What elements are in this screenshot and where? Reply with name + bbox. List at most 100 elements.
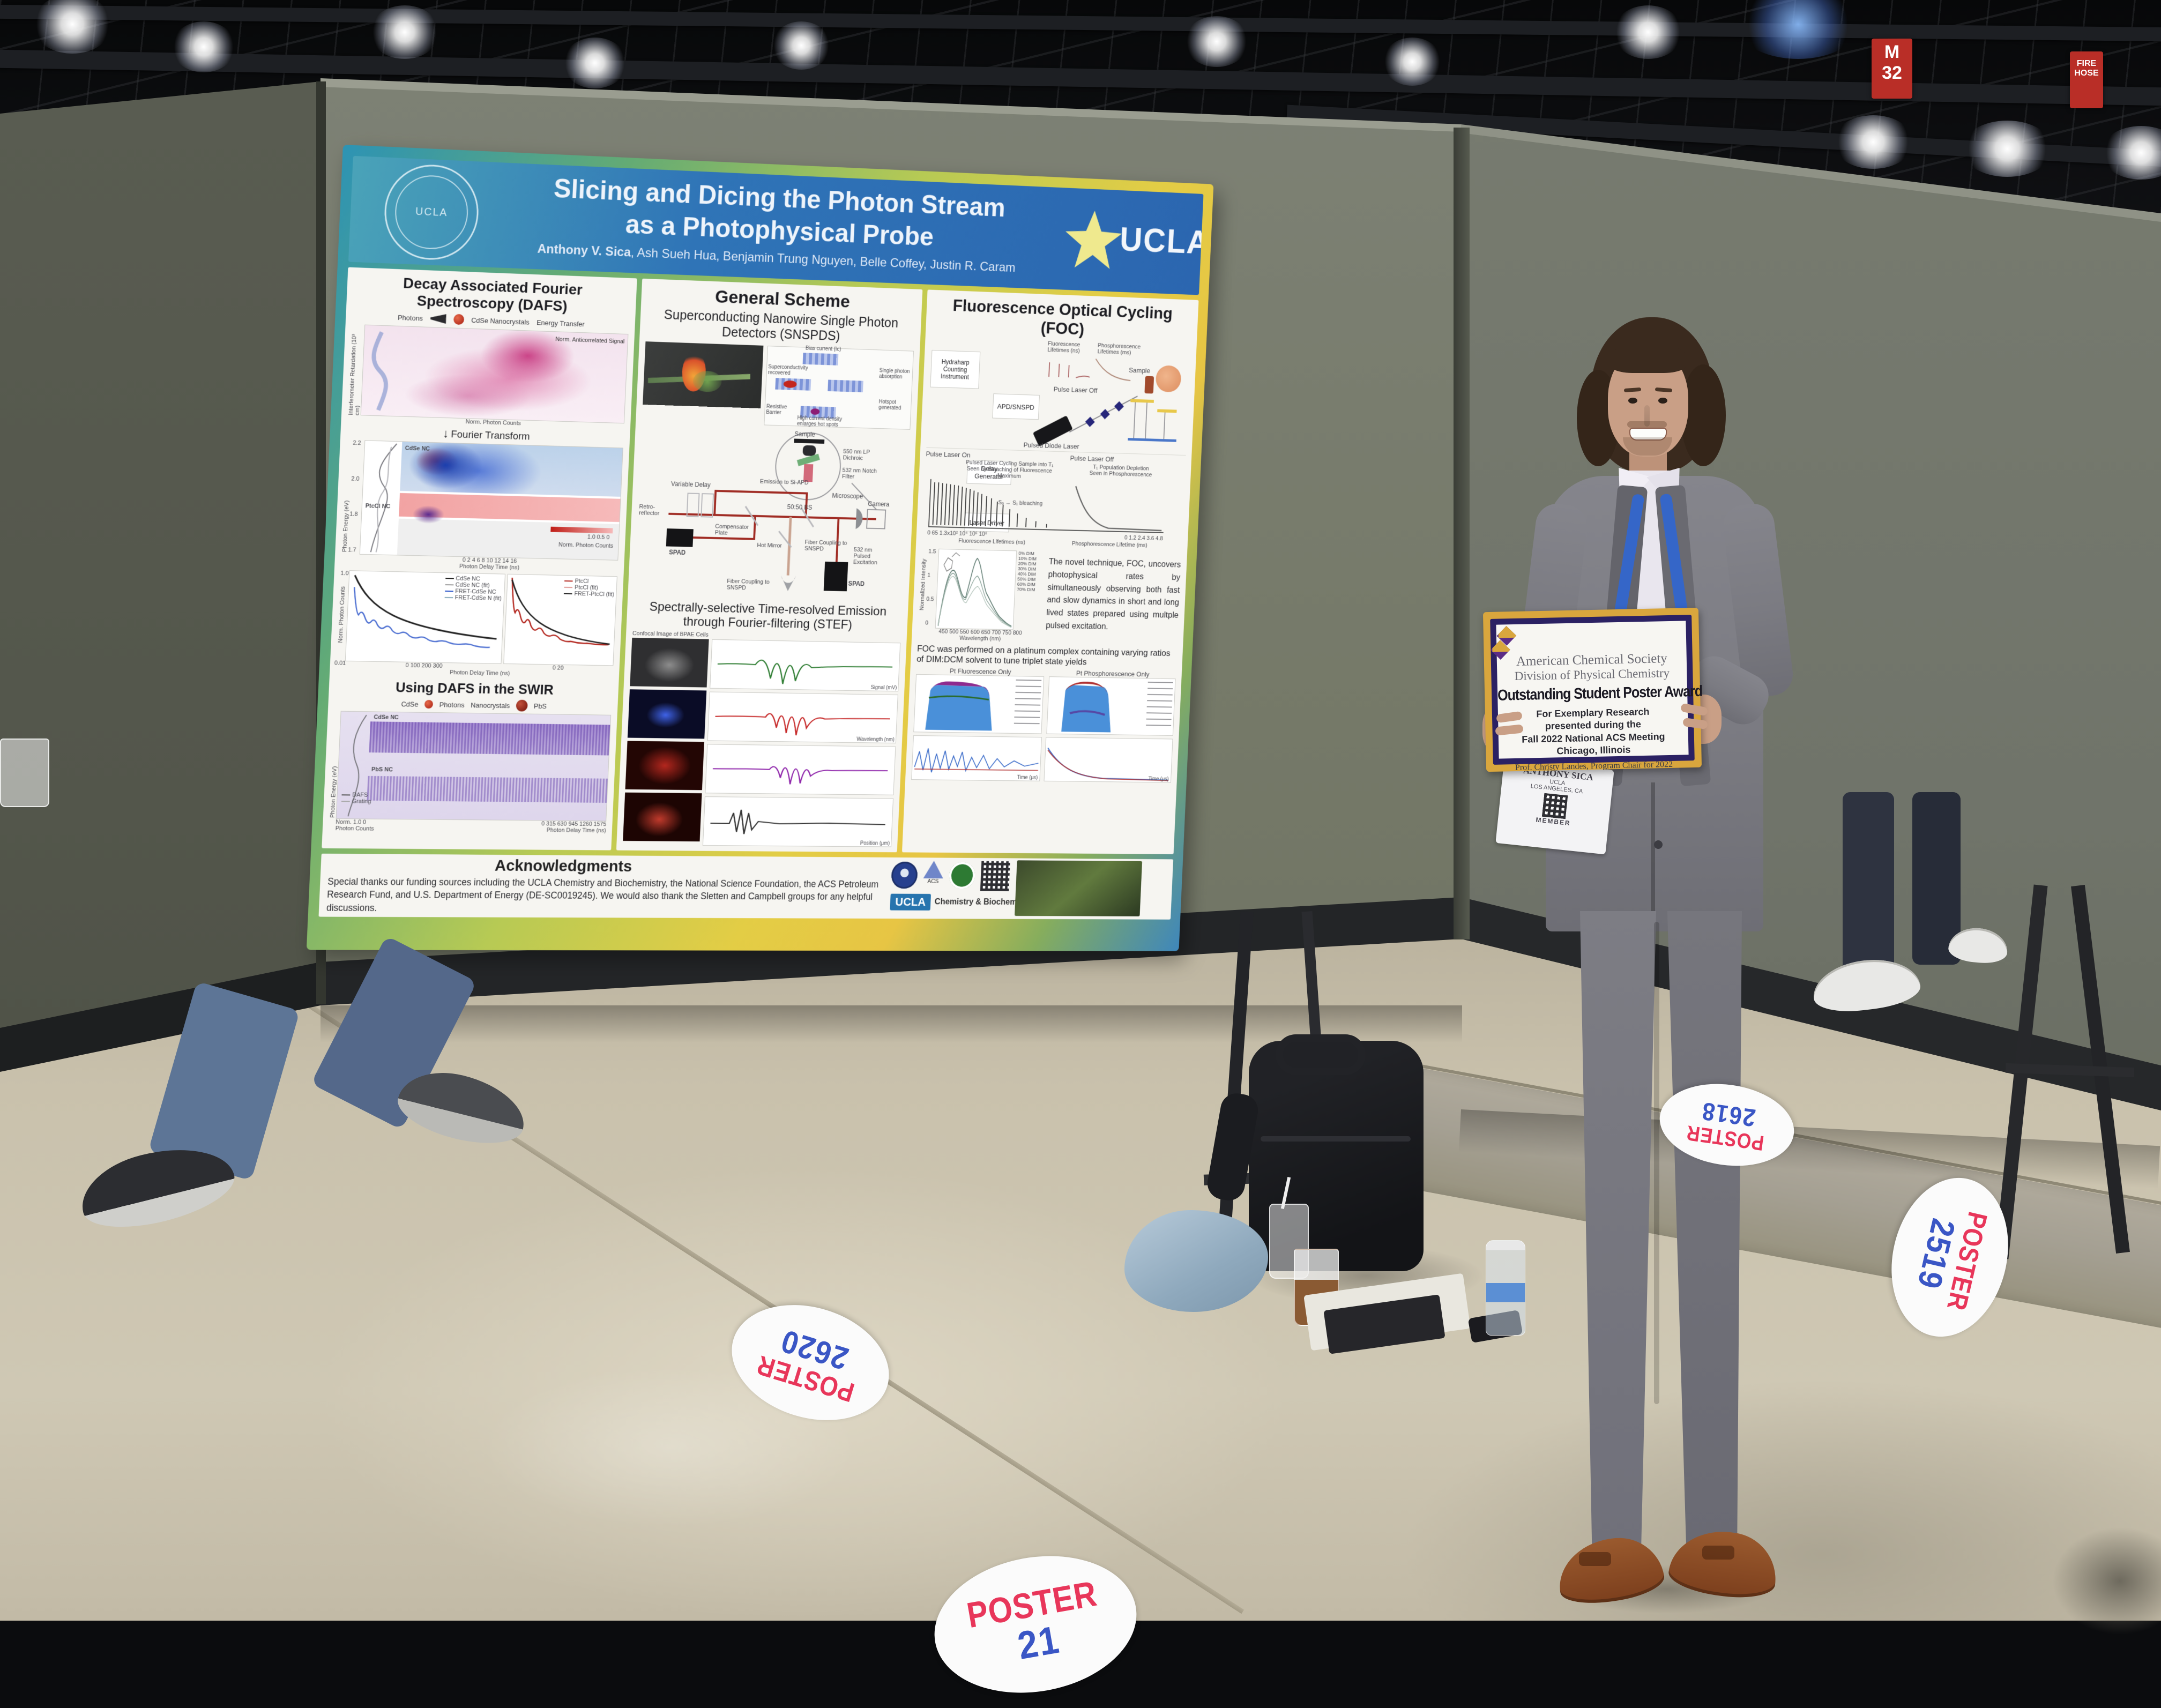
optics-label-hotmirror: Hot Mirror [757,542,783,549]
axis-position: Position (μm) [860,840,890,847]
fig2-label-top: CdSe NC [405,445,430,452]
ceiling-light [2101,126,2161,180]
pt-fluor-legend-lines [1014,679,1042,729]
jablonski-mini [1127,399,1177,442]
phos-decay-curve [1092,356,1132,383]
ytick: 0.01 [334,660,346,667]
foc-sample-label: Sample [1128,366,1151,375]
fig2-colorbar-ticks: 1.0 0.5 0 [587,534,610,541]
m32-line1: M [1884,42,1900,62]
ytick: 2.0 [351,475,360,482]
poster-col-dafs: Decay Associated Fourier Spectroscopy (D… [322,267,637,851]
fig3-right-panel: PtcCl PtcCl (fit) FRET-PtcCl (fit) [503,573,618,666]
dafs-fig1-row: Interferometer Retardation (10³ cm) Norm… [347,324,629,430]
poster-author-lead: Anthony V. Sica [537,241,631,260]
fig3-ylabel: Norm. Photon Counts [337,586,347,643]
man-mustache [1627,421,1667,428]
confocal-blue-image [628,689,707,739]
nsf-logo-icon [891,861,918,889]
conference-badge: ANTHONY SICA UCLA LOS ANGELES, CA MEMBER [1495,758,1614,855]
acknowledgments-strip: Acknowledgments Special thanks our fundi… [318,853,1174,920]
label-nanocrystals: Nanocrystals [470,700,510,710]
optics-label-spad1: SPAD [668,548,686,556]
label-pbs: PbS [533,702,547,710]
jacket-opening-shadow [1651,782,1655,922]
pulse-off-label2: Pulse Laser Off [1070,454,1114,464]
ucla-box-logo: UCLA [890,893,932,911]
research-poster: UCLA Slicing and Dicing the Photon Strea… [306,145,1214,951]
nanocrystal-dot-icon [453,314,464,325]
ytick: 0.5 [926,596,934,603]
fig1-annotation: Norm. Anticorrelated Signal [555,336,625,345]
confocal-gray-image [630,637,709,688]
xcap-right: Phosphorescence Lifetime (ms) [1071,540,1147,549]
ytick: 2.2 [353,439,361,447]
fig2-2d-spectrum: CdSe NC PtcCl NC 1.0 0.5 0 Norm. Photon … [359,440,624,561]
poster-col-foc: Fluorescence Optical Cycling (FOC) Hydra… [901,289,1199,854]
fire-hose-sign: FIRE HOSE [2070,51,2103,108]
sample-cuvette [1144,376,1154,394]
pt-phos-plot [1046,676,1176,736]
ceiling-light [1613,5,1683,59]
award-certificate: American Chemical Society Division of Ph… [1491,621,1702,772]
man-eye-right [1658,398,1667,404]
mini-trace-2: Time (μs) [1044,737,1173,783]
conference-hall-scene: M 32 FIRE HOSE UCLA Slicing and Dicing t… [0,0,2161,1621]
mech-label: Bias current (Ic) [805,345,841,353]
confocal-red-image [625,741,705,790]
fig4-purple-streak [369,721,610,756]
m32-line2: 32 [1882,63,1902,83]
acs-prf-logo-icon: ACS [923,860,944,889]
fig4-xcap2: Photon Counts [335,825,374,832]
ucla-dept-lockup: UCLA Chemistry & Biochemistry [890,893,1034,911]
fig2-blue-lobe [400,442,623,497]
stef-wavelet2 [708,692,897,743]
nanocrystal-dot-icon [424,699,434,709]
fig1-violin-plot [362,331,398,412]
trouser-crease [1654,922,1659,1404]
bleach-label: S₀ → S₁ bleaching [998,499,1043,507]
stef-grid: Signal (mV) Wavelength (nm) [623,637,900,847]
optics-diagram: Sample 550 nm LP Dichroic 532 nm Notch F… [634,424,910,604]
pt-phos-legend-lines [1145,682,1173,732]
spectrum-ylabel: Normalized Intensity [919,558,927,610]
pulse-ann-left: Pulsed Laser Cycling Sample into T₁ Seen… [955,459,1064,481]
mini-trace-1-svg [912,736,1041,781]
optics-label-retro: Retro-reflector [638,503,660,517]
stef-signal-plot2: Wavelength (nm) [707,691,898,743]
hotspot-dot [810,408,820,415]
swir-subheading: Using DAFS in the SWIR [395,679,554,698]
jacket-button [1654,840,1663,849]
axis-wavelength: Wavelength (nm) [856,736,895,743]
optics-label-bs: 50:50 BS [787,503,813,511]
poster-columns: Decay Associated Fourier Spectroscopy (D… [322,267,1199,854]
right-person-leg [1843,792,1894,972]
optics-label-spad2: SPAD [848,579,865,587]
fig4-label-bottom: PbS NC [371,766,393,773]
ytick: 1.7 [348,547,356,554]
phos-lifetimes-label: Phosphorescence Lifetimes (ms) [1097,342,1141,356]
ack-qr-code-icon [980,861,1010,891]
label-energy-transfer: Energy Transfer [536,318,585,328]
stef-wavelet4 [703,797,893,846]
optics-label-excitation: 532 nm Pulsed Excitation [853,546,877,566]
water-bottle [1486,1240,1525,1336]
ack-heading: Acknowledgments [494,856,632,875]
snspd-mechanism: Bias current (Ic) Superconductivity reco… [764,345,914,430]
snspd-bar [828,379,864,392]
doe-logo-icon [948,862,976,889]
legend-entry: DAFS [352,792,368,799]
stef-signal-plot4: Position (μm) [703,796,893,847]
ytick: 1.8 [349,511,358,518]
fig2-colorbar-label: Norm. Photon Counts [558,541,614,549]
man-trouser-left [1580,911,1656,1560]
optics-label-notch: 532 nm Notch Filter [841,467,877,480]
pulse-on-label: Pulse Laser On [926,450,971,459]
fig3-legend-left: CdSe NC CdSe NC (fit) FRET-CdSe NC FRET-… [444,575,503,602]
ann-l2: Seen by Bleaching of Fluorescence Maximu… [966,465,1053,480]
legend-entry: PtcCl [575,578,589,585]
plastic-cup [1269,1204,1309,1279]
ucla-wordmark: UCLA [1119,220,1204,262]
optics-beams [634,424,899,591]
dim-legend: 0% DIM 10% DIM 20% DIM 30% DIM 40% DIM 5… [1013,550,1046,630]
